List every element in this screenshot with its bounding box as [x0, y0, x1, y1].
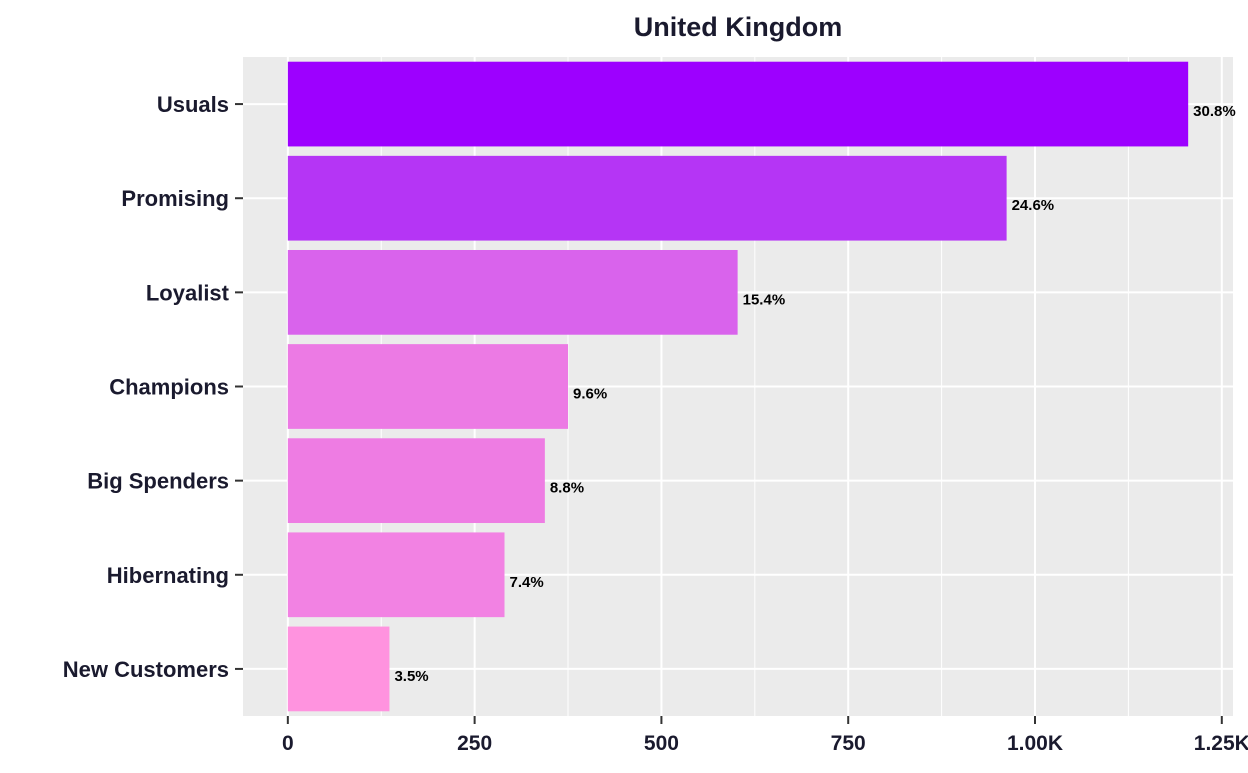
category-label: New Customers	[63, 657, 229, 682]
bar	[287, 344, 569, 429]
data-label: 7.4%	[510, 574, 544, 591]
category-axis: Usuals Promising Loyalist Champions Big Spen…	[63, 92, 243, 682]
category-label: Hibernating	[107, 563, 229, 588]
category-label: Big Spenders	[87, 469, 229, 494]
data-label-layer: 30.8% 24.6% 15.4% 9.6% 8.8% 7.4% 3.5%	[394, 103, 1235, 685]
value-tick-label: 1.25K	[1194, 732, 1248, 755]
bar	[287, 155, 1007, 241]
bar-layer	[287, 61, 1189, 712]
category-label: Loyalist	[146, 280, 230, 305]
value-tick-label: 250	[457, 732, 492, 755]
category-label: Usuals	[157, 92, 229, 117]
data-label: 24.6%	[1012, 197, 1055, 214]
bar	[287, 438, 545, 524]
data-label: 30.8%	[1193, 103, 1236, 120]
category-label: Champions	[109, 375, 229, 400]
bar	[287, 532, 505, 618]
data-label: 8.8%	[550, 480, 584, 497]
value-tick-label: 500	[644, 732, 679, 755]
value-axis: 0 250 500 750 1.00K 1.25K	[282, 716, 1248, 755]
bar	[287, 249, 738, 335]
data-label: 9.6%	[573, 386, 607, 403]
category-label: Promising	[121, 186, 229, 211]
bar	[287, 626, 390, 712]
chart-title: United Kingdom	[634, 12, 842, 42]
data-label: 15.4%	[743, 291, 786, 308]
value-tick-label: 0	[282, 732, 294, 755]
value-tick-label: 1.00K	[1007, 732, 1063, 755]
bar	[287, 61, 1189, 147]
data-label: 3.5%	[394, 668, 428, 685]
value-tick-label: 750	[831, 732, 866, 755]
